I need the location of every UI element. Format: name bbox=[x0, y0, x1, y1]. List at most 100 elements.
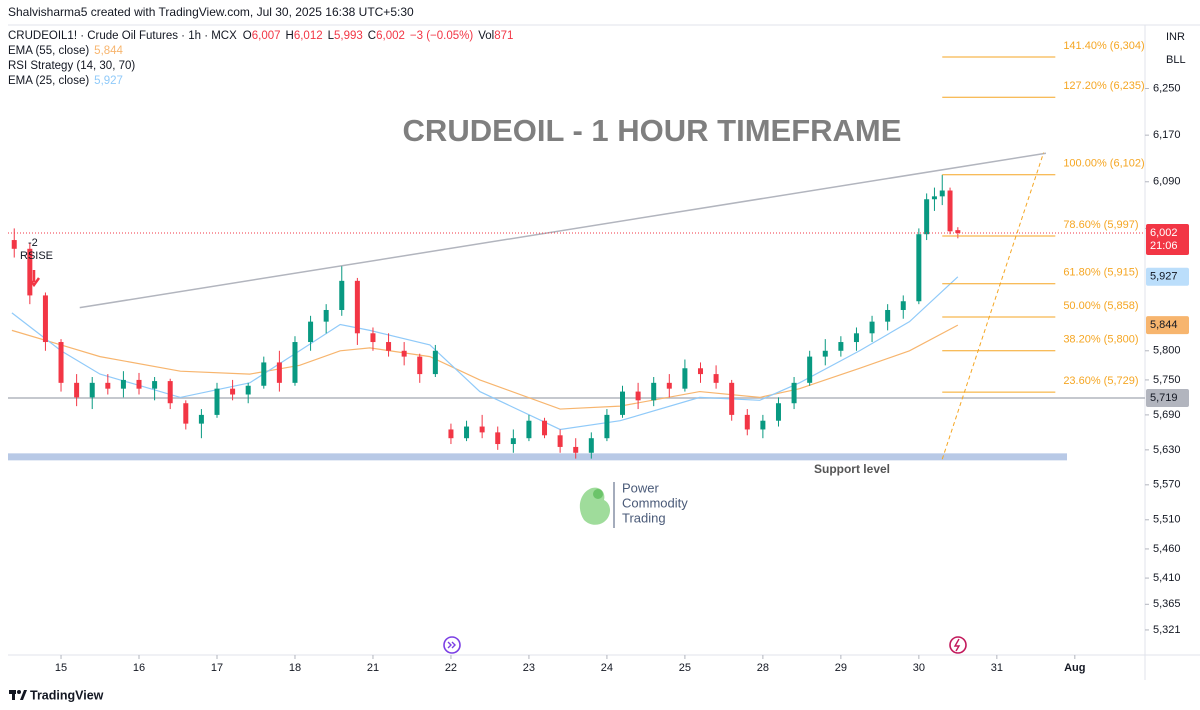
candle-body bbox=[339, 280, 345, 310]
candle-body bbox=[713, 374, 719, 383]
candle-body bbox=[479, 426, 485, 433]
candle-body bbox=[744, 414, 750, 430]
y-tick-label: 5,750 bbox=[1153, 374, 1181, 386]
unit: BLL bbox=[1166, 54, 1186, 66]
candle-body bbox=[885, 309, 891, 322]
watermark-logo bbox=[579, 482, 615, 528]
candle-body bbox=[916, 234, 922, 302]
y-tick-label: 5,365 bbox=[1153, 598, 1181, 610]
candle-body bbox=[495, 432, 501, 445]
candle-body bbox=[900, 301, 906, 310]
x-tick-label: 18 bbox=[289, 662, 301, 674]
event-icon[interactable] bbox=[443, 636, 461, 654]
candle-body bbox=[510, 438, 516, 445]
indicator-value: 5,844 bbox=[94, 45, 123, 57]
candle-body bbox=[58, 342, 64, 383]
chart-title: CRUDEOIL - 1 HOUR TIMEFRAME bbox=[403, 113, 902, 148]
indicator-name: EMA (55, close) bbox=[8, 45, 89, 57]
indicator-value: 5,927 bbox=[94, 75, 123, 87]
support-band bbox=[8, 453, 1068, 461]
candle-body bbox=[292, 342, 298, 383]
logo-shape bbox=[579, 487, 610, 525]
candle-body bbox=[11, 240, 17, 249]
candle-body bbox=[955, 230, 961, 234]
price-badge bbox=[1146, 267, 1189, 286]
candle-body bbox=[729, 382, 735, 415]
trendline bbox=[79, 152, 1047, 309]
y-tick-label: 5,510 bbox=[1153, 514, 1181, 526]
candle-body bbox=[775, 403, 781, 421]
candle-body bbox=[682, 368, 688, 389]
candle-body bbox=[573, 446, 579, 453]
candle-body bbox=[245, 385, 251, 395]
fib-diagonal bbox=[941, 152, 1045, 460]
candle-body bbox=[853, 333, 859, 343]
watermark-text: Commodity bbox=[622, 495, 688, 510]
signal-label: RSISE bbox=[20, 250, 53, 262]
candle-body bbox=[432, 350, 438, 375]
x-tick-label: 15 bbox=[55, 662, 67, 674]
candle-body bbox=[557, 435, 563, 447]
candle-body bbox=[120, 379, 126, 389]
price-badge-label: 5,927 bbox=[1150, 271, 1178, 283]
support-label: Support level bbox=[814, 462, 890, 476]
countdown: 21:06 bbox=[1150, 240, 1178, 252]
indicator-name: EMA (25, close) bbox=[8, 75, 89, 87]
volume-key: Vol bbox=[478, 30, 494, 42]
footer-logo bbox=[9, 690, 27, 700]
candle-body bbox=[401, 350, 407, 357]
candle-body bbox=[230, 388, 236, 395]
footer-brand: TradingView bbox=[30, 688, 104, 702]
x-tick-label: 30 bbox=[913, 662, 925, 674]
legend-ohlc: CRUDEOIL1! · Crude Oil Futures · 1h · MC… bbox=[8, 30, 513, 42]
candle-body bbox=[697, 368, 703, 375]
fib-label: 78.60% (5,997) bbox=[1063, 219, 1138, 231]
currency: INR bbox=[1166, 31, 1185, 43]
candle-body bbox=[74, 382, 80, 398]
event-icon[interactable] bbox=[949, 636, 967, 654]
signal-arrow bbox=[27, 270, 41, 288]
x-tick-label: 23 bbox=[523, 662, 535, 674]
x-tick-label: 29 bbox=[835, 662, 847, 674]
plot-area bbox=[8, 152, 1145, 461]
candle-body bbox=[167, 381, 173, 404]
candle-body bbox=[822, 350, 828, 357]
y-tick-label: 5,630 bbox=[1153, 444, 1181, 456]
candle-body bbox=[276, 362, 282, 383]
y-tick-label: 6,090 bbox=[1153, 176, 1181, 188]
x-tick-label: 25 bbox=[679, 662, 691, 674]
candle-body bbox=[807, 356, 813, 383]
price-badge-label: 6,002 bbox=[1150, 227, 1178, 239]
watermark-text: Trading bbox=[622, 510, 666, 525]
x-tick-label: 28 bbox=[757, 662, 769, 674]
x-tick-label: 21 bbox=[367, 662, 379, 674]
candle-body bbox=[931, 196, 937, 200]
legend-indicator: EMA (25, close) 5,927 bbox=[8, 75, 123, 87]
fib-label: 100.00% (6,102) bbox=[1063, 158, 1144, 170]
x-tick-label: 22 bbox=[445, 662, 457, 674]
candle-body bbox=[152, 381, 158, 389]
candle-body bbox=[838, 342, 844, 351]
candle-body bbox=[791, 382, 797, 404]
ohlc-key: C bbox=[368, 30, 376, 42]
ohlc-value: 6,012 bbox=[294, 30, 323, 42]
y-tick-label: 5,690 bbox=[1153, 409, 1181, 421]
candle-body bbox=[620, 391, 626, 415]
price-badge-label: 5,844 bbox=[1150, 319, 1178, 331]
change: −3 (−0.05%) bbox=[410, 30, 473, 42]
signal-quantity: -2 bbox=[28, 237, 38, 249]
ohlc-value: 6,002 bbox=[376, 30, 405, 42]
candle-body bbox=[27, 248, 33, 296]
candle-body bbox=[183, 403, 189, 424]
candle-body bbox=[939, 190, 945, 197]
candle-body bbox=[370, 333, 376, 343]
y-tick-label: 5,460 bbox=[1153, 543, 1181, 555]
legend-indicator: EMA (55, close) 5,844 bbox=[8, 45, 124, 57]
ohlc-key: O bbox=[243, 30, 252, 42]
price-badge-label: 5,719 bbox=[1150, 392, 1178, 404]
candle-body bbox=[42, 295, 48, 343]
fib-label: 127.20% (6,235) bbox=[1063, 80, 1144, 92]
